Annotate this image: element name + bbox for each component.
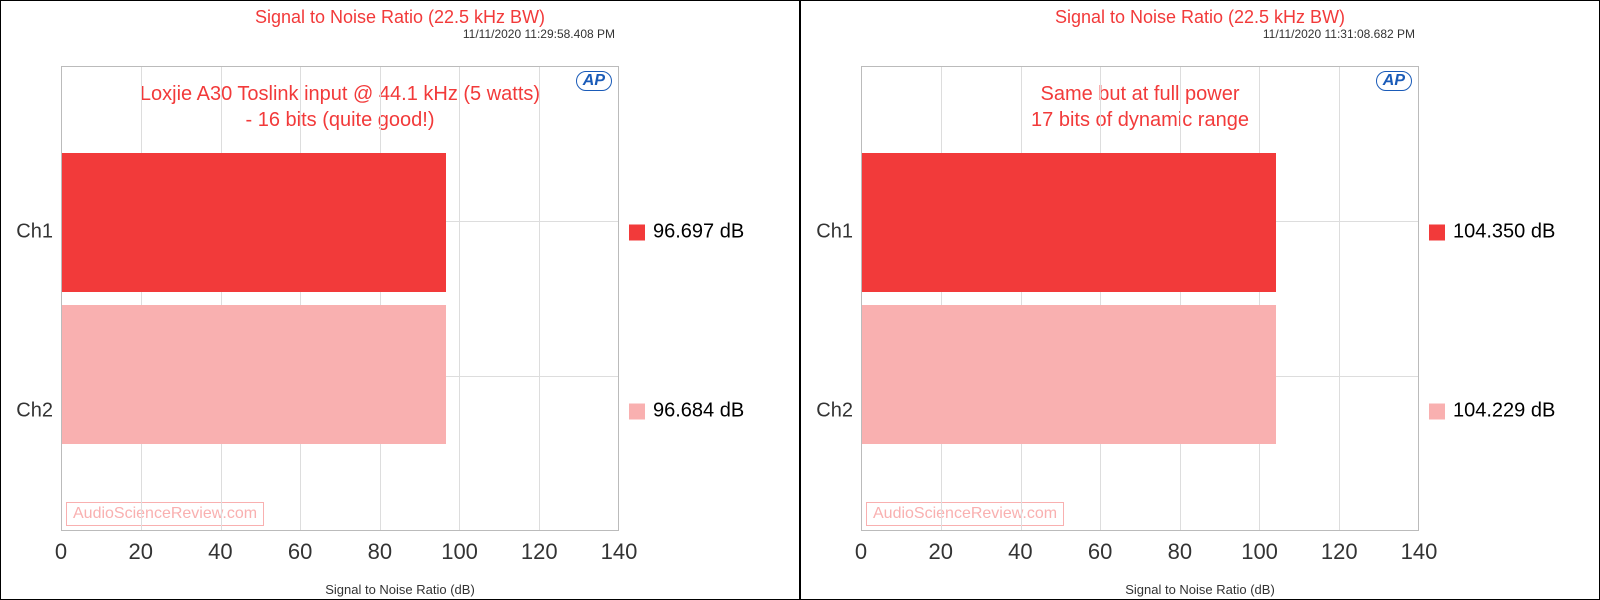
annotation-line: Same but at full power — [1041, 83, 1240, 105]
x-axis-title: Signal to Noise Ratio (dB) — [1, 582, 799, 597]
y-tick-label: Ch1 — [16, 221, 53, 244]
x-tick-label: 40 — [1008, 539, 1032, 565]
bar-ch2 — [62, 305, 446, 444]
x-tick-label: 100 — [441, 539, 478, 565]
legend: 96.697 dB 96.684 dB — [619, 28, 799, 539]
chart-title: Signal to Noise Ratio (22.5 kHz BW) — [1, 1, 799, 28]
legend-item: 104.350 dB — [1429, 221, 1555, 244]
legend-item: 96.697 dB — [629, 221, 744, 244]
y-axis: Ch1 Ch2 — [801, 28, 861, 539]
x-axis: 0 20 40 60 80 100 120 140 Signal to Noise Ratio… — [1, 539, 799, 599]
legend-item: 96.684 dB — [629, 400, 744, 423]
plot-area: AP Same but at full power 17 bits of dyn… — [861, 66, 1419, 531]
plot-area: AP Loxjie A30 Toslink input @ 44.1 kHz (… — [61, 66, 619, 531]
watermark: AudioScienceReview.com — [866, 502, 1064, 526]
x-tick-label: 140 — [1401, 539, 1438, 565]
gridline-v — [221, 67, 222, 530]
gridline-v — [380, 67, 381, 530]
bar-ch1 — [62, 153, 446, 292]
x-tick-label: 60 — [288, 539, 312, 565]
x-tick-label: 20 — [928, 539, 952, 565]
gridline-v — [1021, 67, 1022, 530]
legend-swatch — [1429, 224, 1445, 240]
legend-label: 96.684 dB — [653, 400, 744, 423]
chart-panel-left: Signal to Noise Ratio (22.5 kHz BW) 11/1… — [0, 0, 800, 600]
y-tick-label: Ch1 — [816, 221, 853, 244]
gridline-v — [1100, 67, 1101, 530]
chart-annotation: Same but at full power 17 bits of dynami… — [862, 81, 1418, 133]
gridline-v — [1180, 67, 1181, 530]
x-tick-label: 100 — [1241, 539, 1278, 565]
x-tick-label: 60 — [1088, 539, 1112, 565]
gridline-v — [300, 67, 301, 530]
x-tick-label: 80 — [1168, 539, 1192, 565]
x-axis: 0 20 40 60 80 100 120 140 Signal to Noise Ratio… — [801, 539, 1599, 599]
bar-ch2 — [862, 305, 1276, 444]
legend-label: 104.229 dB — [1453, 400, 1555, 423]
x-tick-label: 120 — [1321, 539, 1358, 565]
x-tick-label: 40 — [208, 539, 232, 565]
bar-ch1 — [862, 153, 1276, 292]
legend-swatch — [629, 224, 645, 240]
gridline-v — [1259, 67, 1260, 530]
gridline-v — [141, 67, 142, 530]
y-tick-label: Ch2 — [16, 400, 53, 423]
legend: 104.350 dB 104.229 dB — [1419, 28, 1599, 539]
annotation-line: 17 bits of dynamic range — [1031, 109, 1249, 131]
chart-annotation: Loxjie A30 Toslink input @ 44.1 kHz (5 w… — [62, 81, 618, 133]
legend-label: 104.350 dB — [1453, 221, 1555, 244]
watermark: AudioScienceReview.com — [66, 502, 264, 526]
x-tick-label: 0 — [55, 539, 67, 565]
x-tick-label: 0 — [855, 539, 867, 565]
legend-swatch — [629, 403, 645, 419]
x-axis-title: Signal to Noise Ratio (dB) — [801, 582, 1599, 597]
legend-swatch — [1429, 403, 1445, 419]
gridline-v — [941, 67, 942, 530]
gridline-v — [459, 67, 460, 530]
x-tick-label: 20 — [128, 539, 152, 565]
y-axis: Ch1 Ch2 — [1, 28, 61, 539]
annotation-line: Loxjie A30 Toslink input @ 44.1 kHz (5 w… — [140, 83, 540, 105]
y-tick-label: Ch2 — [816, 400, 853, 423]
legend-label: 96.697 dB — [653, 221, 744, 244]
gridline-v — [1339, 67, 1340, 530]
x-tick-label: 80 — [368, 539, 392, 565]
legend-item: 104.229 dB — [1429, 400, 1555, 423]
annotation-line: - 16 bits (quite good!) — [246, 109, 435, 131]
x-tick-label: 140 — [601, 539, 638, 565]
chart-panel-right: Signal to Noise Ratio (22.5 kHz BW) 11/1… — [800, 0, 1600, 600]
chart-title: Signal to Noise Ratio (22.5 kHz BW) — [801, 1, 1599, 28]
gridline-v — [539, 67, 540, 530]
x-tick-label: 120 — [521, 539, 558, 565]
